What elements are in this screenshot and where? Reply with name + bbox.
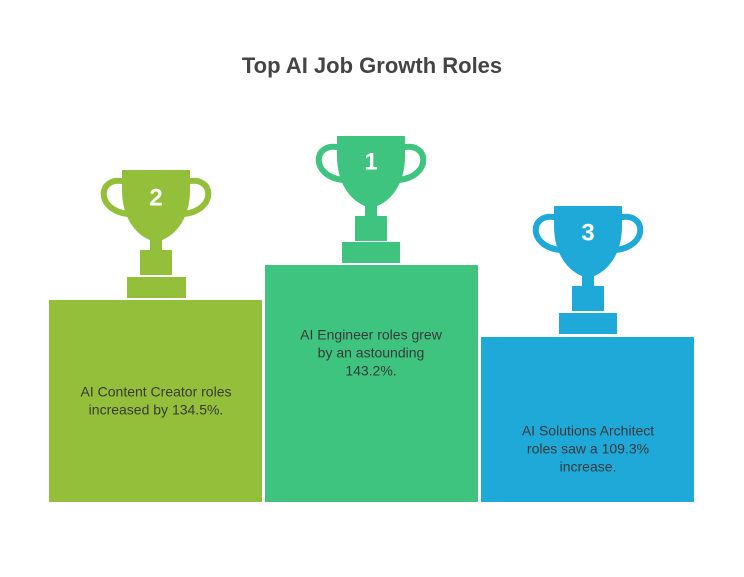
trophy-stem bbox=[365, 206, 377, 218]
description: roles saw a 109.3% bbox=[527, 441, 649, 457]
trophy-base bbox=[559, 313, 617, 334]
trophy-neck bbox=[572, 286, 604, 311]
description: 143.2%. bbox=[345, 363, 396, 379]
description: by an astounding bbox=[318, 345, 425, 361]
trophy-handles bbox=[315, 143, 427, 183]
trophy-cup bbox=[337, 136, 405, 208]
title: Top AI Job Growth Roles bbox=[242, 53, 502, 78]
trophy: 3 bbox=[532, 206, 644, 334]
trophy: 2 bbox=[100, 170, 212, 298]
trophy-cup bbox=[554, 206, 622, 278]
description: AI Solutions Architect bbox=[522, 423, 654, 439]
trophy-neck bbox=[140, 250, 172, 275]
trophy-handles bbox=[100, 177, 212, 217]
trophy-neck bbox=[355, 216, 387, 241]
podium bbox=[49, 300, 262, 502]
trophy-base bbox=[127, 277, 186, 298]
description: AI Engineer roles grew bbox=[300, 327, 443, 343]
description: increased by 134.5%. bbox=[89, 402, 224, 418]
trophy-stem bbox=[150, 240, 162, 252]
podium bbox=[481, 337, 694, 502]
rank: 2 bbox=[149, 184, 162, 211]
trophy-handles bbox=[532, 213, 644, 253]
trophy-cup bbox=[122, 170, 190, 242]
description: increase. bbox=[560, 459, 617, 475]
rank: 3 bbox=[581, 219, 594, 246]
trophy-stem bbox=[582, 276, 594, 288]
podium bbox=[265, 265, 478, 502]
rank: 1 bbox=[364, 148, 377, 175]
trophy: 1 bbox=[315, 136, 427, 263]
trophy-base bbox=[342, 242, 400, 263]
description: AI Content Creator roles bbox=[81, 384, 232, 400]
